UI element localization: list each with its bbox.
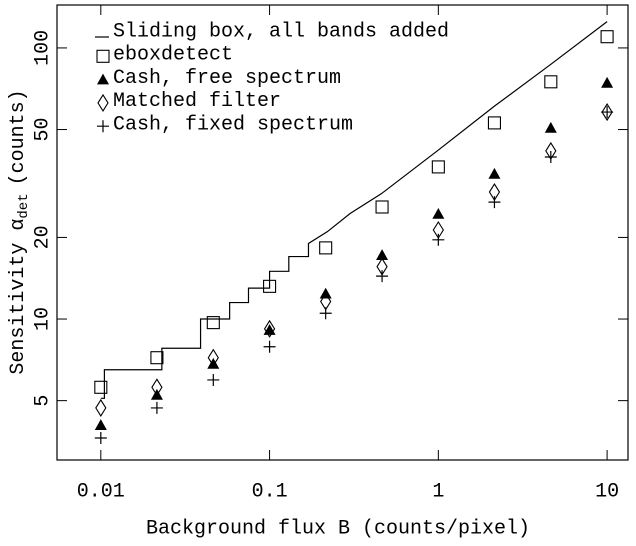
legend-label: Cash, free spectrum bbox=[113, 67, 341, 90]
plus-marker bbox=[150, 401, 163, 414]
triangle-marker bbox=[601, 76, 614, 88]
diamond-marker bbox=[97, 93, 109, 112]
triangle-marker bbox=[488, 167, 501, 179]
y-tick-label: 5 bbox=[31, 395, 54, 407]
y-axis-label: Sensitivity αdet (counts) bbox=[7, 89, 31, 374]
triangle-marker bbox=[97, 73, 109, 85]
plus-marker bbox=[376, 270, 389, 283]
triangle-marker bbox=[432, 208, 445, 219]
x-tick-label: 10 bbox=[595, 480, 619, 503]
triangle-marker bbox=[544, 121, 557, 133]
y-tick-label: 20 bbox=[31, 225, 54, 249]
square-marker bbox=[263, 279, 277, 293]
y-label-unit: (counts) bbox=[7, 89, 30, 185]
diamond-marker bbox=[207, 348, 219, 367]
x-axis-label: Background flux B (counts/pixel) bbox=[146, 517, 530, 540]
plus-marker bbox=[601, 106, 614, 119]
y-label-sub: det bbox=[16, 193, 32, 218]
y-tick-label: 50 bbox=[31, 118, 54, 142]
square-marker bbox=[544, 75, 558, 89]
square-marker bbox=[487, 116, 501, 130]
plus-marker bbox=[97, 120, 109, 133]
plus-marker bbox=[432, 233, 445, 246]
diamond-marker bbox=[263, 319, 276, 338]
square-marker bbox=[375, 200, 389, 214]
plus-marker bbox=[319, 307, 332, 320]
legend-label: eboxdetect bbox=[113, 44, 233, 67]
square-marker bbox=[96, 49, 110, 63]
x-tick-label: 1 bbox=[432, 480, 444, 503]
square-marker bbox=[600, 30, 614, 44]
plus-marker bbox=[488, 196, 501, 209]
square-marker bbox=[206, 316, 220, 330]
triangle-marker bbox=[207, 357, 220, 369]
triangle-marker bbox=[94, 419, 107, 430]
plus-marker bbox=[263, 340, 276, 353]
square-marker bbox=[319, 241, 333, 255]
plot-frame bbox=[56, 4, 629, 461]
plus-marker bbox=[544, 150, 557, 163]
x-tick-label: 0.01 bbox=[77, 480, 125, 503]
plus-marker bbox=[94, 432, 107, 445]
plus-marker bbox=[207, 373, 220, 386]
legend-label: Matched filter bbox=[113, 90, 281, 113]
square-marker bbox=[94, 380, 108, 394]
diamond-marker bbox=[151, 378, 163, 397]
y-tick-label: 10 bbox=[31, 307, 54, 331]
diamond-marker bbox=[601, 103, 613, 122]
y-tick-label: 100 bbox=[31, 30, 54, 66]
y-label-main: Sensitivity α bbox=[7, 219, 30, 375]
x-tick-label: 0.1 bbox=[252, 480, 288, 503]
diamond-marker bbox=[95, 398, 107, 417]
square-marker bbox=[150, 351, 164, 365]
legend-label: Sliding box, all bands added bbox=[113, 20, 449, 43]
triangle-marker bbox=[376, 249, 389, 260]
square-marker bbox=[431, 160, 445, 174]
legend-label: Cash, fixed spectrum bbox=[113, 113, 353, 136]
